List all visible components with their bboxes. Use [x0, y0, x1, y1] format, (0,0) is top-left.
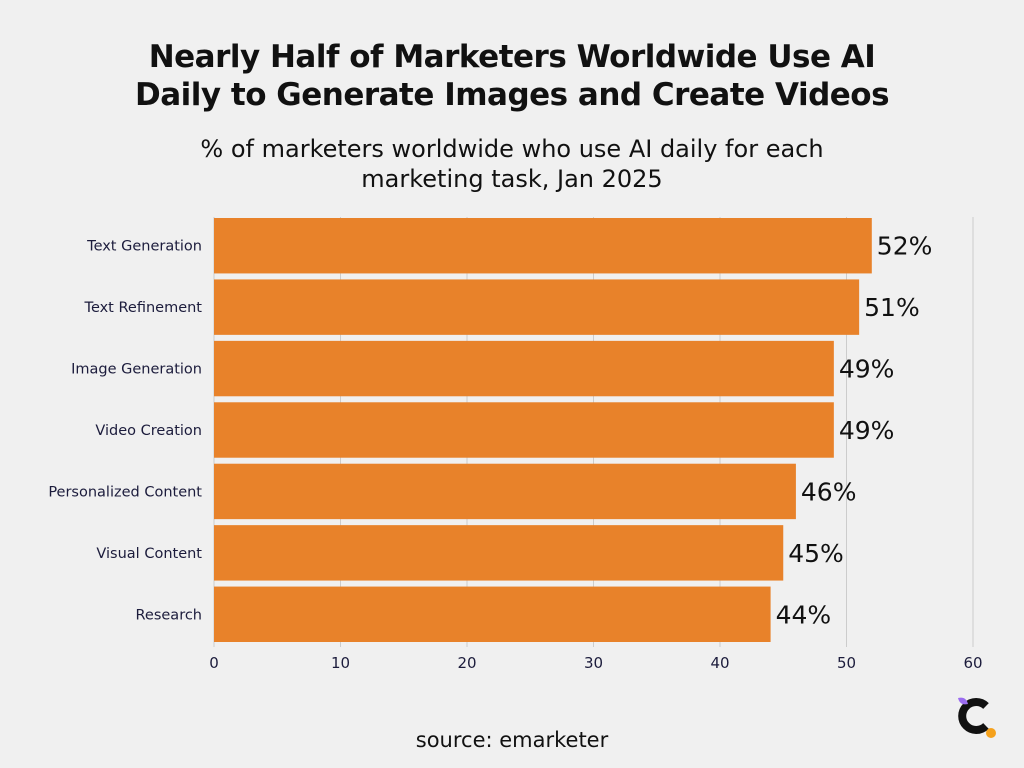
bar — [214, 279, 860, 335]
bars — [214, 218, 872, 642]
bar — [214, 463, 796, 520]
value-label: 44% — [776, 600, 832, 629]
x-tick-label: 10 — [331, 654, 350, 672]
category-label: Visual Content — [96, 546, 202, 562]
value-label: 52% — [877, 232, 933, 261]
source-note: source: emarketer — [415, 728, 609, 752]
chart-title-line2: Daily to Generate Images and Create Vide… — [134, 77, 890, 113]
chart-subtitle-line2: marketing task, Jan 2025 — [361, 165, 663, 193]
x-tick-label: 30 — [584, 654, 603, 672]
chart-title: Nearly Half of Marketers Worldwide Use A… — [0, 38, 1024, 114]
x-tick-label: 60 — [963, 654, 982, 672]
value-label: 46% — [801, 477, 857, 506]
category-label: Image Generation — [71, 362, 202, 378]
contentstack-c-icon — [958, 697, 996, 738]
bar — [214, 525, 784, 581]
x-tick-label: 20 — [457, 654, 476, 672]
value-label: 49% — [839, 416, 895, 445]
value-label: 51% — [864, 293, 920, 322]
x-tick-label: 50 — [837, 654, 856, 672]
bar — [214, 586, 771, 642]
value-label: 45% — [788, 539, 844, 568]
category-label: Text Refinement — [84, 300, 203, 316]
category-label: Research — [135, 607, 202, 623]
x-tick-label: 40 — [710, 654, 729, 672]
x-tick-label: 0 — [209, 654, 219, 672]
value-labels: 52% 51% 49% 49% 46% 45% 44% — [776, 232, 933, 630]
category-label: Video Creation — [95, 423, 202, 439]
chart-subtitle: % of marketers worldwide who use AI dail… — [0, 134, 1024, 194]
category-label: Text Generation — [86, 239, 202, 255]
category-labels: Text Generation Text Refinement Image Gene… — [48, 239, 202, 624]
bar-chart: 52%51%49%49%46%45%44% Text GenerationTex… — [48, 217, 983, 672]
chart-subtitle-line1: % of marketers worldwide who use AI dail… — [200, 135, 824, 163]
bar — [214, 402, 834, 458]
x-axis-tick-labels: 0 10 20 30 40 50 60 — [209, 654, 982, 672]
chart-title-line1: Nearly Half of Marketers Worldwide Use A… — [148, 39, 876, 75]
category-label: Personalized Content — [48, 484, 202, 500]
bar — [214, 340, 834, 397]
bar — [214, 218, 872, 274]
value-label: 49% — [839, 355, 895, 384]
